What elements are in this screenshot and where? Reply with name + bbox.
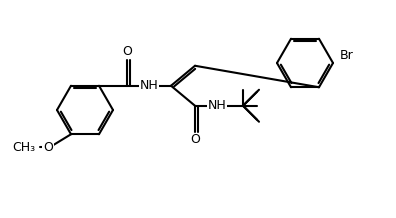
Text: O: O xyxy=(190,133,200,146)
Text: O: O xyxy=(43,141,53,154)
Text: NH: NH xyxy=(208,99,227,112)
Text: CH₃: CH₃ xyxy=(12,141,35,154)
Text: O: O xyxy=(122,45,132,58)
Text: Br: Br xyxy=(340,48,354,61)
Text: NH: NH xyxy=(140,79,158,92)
